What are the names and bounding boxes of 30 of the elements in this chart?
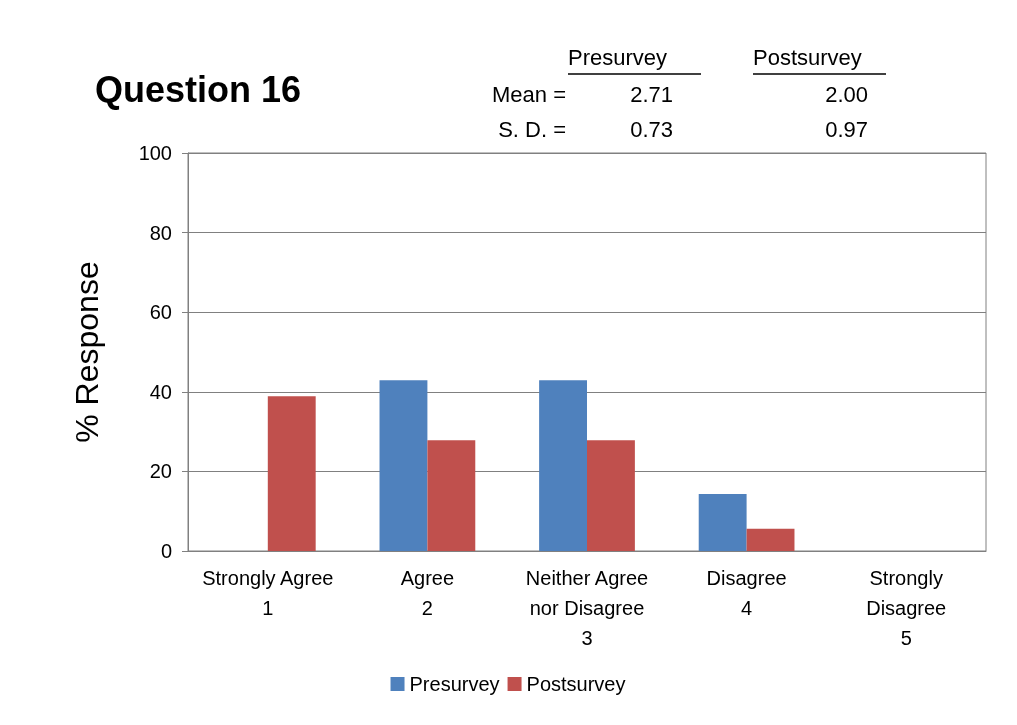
text: Presurvey <box>568 44 668 70</box>
text: 0.97 <box>825 116 868 142</box>
text: S. D. = <box>498 116 566 142</box>
x-tick-label: Strongly Agree 1 <box>202 567 334 619</box>
bar <box>746 528 795 551</box>
text: Postsurvey <box>753 44 862 70</box>
text: Mean = <box>492 81 566 107</box>
y-tick-label: 40 <box>149 380 172 403</box>
x-tick-label: Neither Agree nor Disagree 3 <box>525 567 649 649</box>
bar <box>587 440 635 551</box>
x-tick-label: Agree 2 <box>400 567 455 619</box>
text: 2.00 <box>825 81 868 107</box>
bar <box>698 494 747 551</box>
y-tick-label: 60 <box>149 301 172 324</box>
x-tick-label: Strongly Disagree 5 <box>866 567 947 649</box>
legend-label: Presurvey <box>409 673 500 695</box>
bar <box>427 440 476 551</box>
bar <box>379 380 428 551</box>
x-tick-label: Disagree 4 <box>706 567 787 619</box>
text: 0.73 <box>630 116 673 142</box>
bar <box>539 380 587 551</box>
y-tick-label: 80 <box>149 221 172 244</box>
y-tick-label: 100 <box>138 142 172 164</box>
y-axis-title: % Response <box>69 261 105 443</box>
y-tick-label: 0 <box>160 540 172 562</box>
legend-label: Postsurvey <box>526 673 626 695</box>
bar <box>267 396 316 551</box>
chart-title: Question 16 <box>95 68 302 110</box>
y-tick-label: 20 <box>149 460 172 483</box>
text: 2.71 <box>630 81 673 107</box>
